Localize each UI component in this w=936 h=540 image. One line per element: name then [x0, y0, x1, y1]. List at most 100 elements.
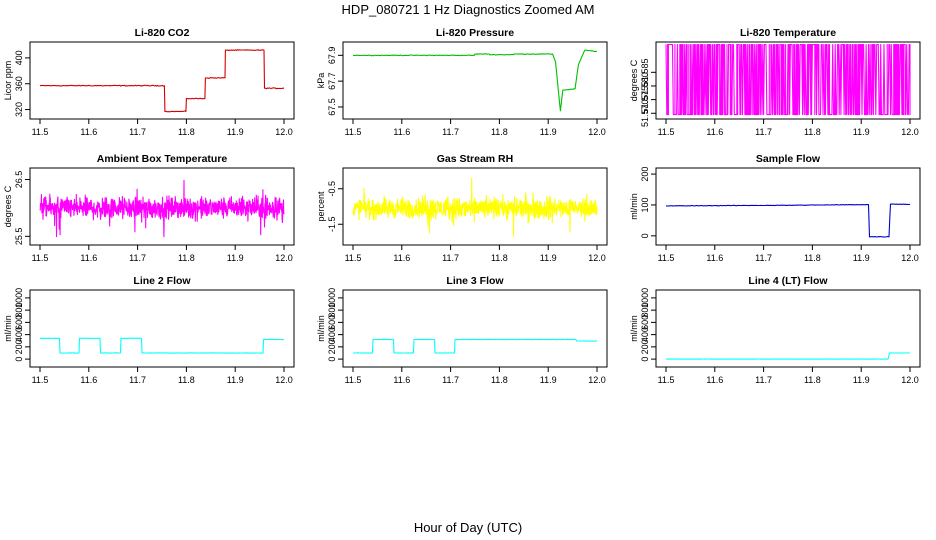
figure-xlabel: Hour of Day (UTC)	[414, 520, 522, 535]
data-series-line	[39, 337, 285, 354]
x-tick-label: 11.8	[491, 127, 508, 137]
y-tick-label: 200	[640, 167, 650, 182]
y-tick-label: 800	[640, 303, 650, 318]
x-tick-label: 11.9	[853, 127, 870, 137]
panel-grid: Li-820 CO2 Licor ppm 11.5 11.6 11.7 11.8 11.9 1…	[3, 27, 921, 385]
x-tick-label: 11.7	[442, 127, 459, 137]
chart-title: Sample Flow	[756, 153, 821, 165]
x-tick-label: 11.7	[129, 127, 146, 137]
figure-title: HDP_080721 1 Hz Diagnostics Zoomed AM	[342, 2, 595, 17]
data-series-line	[39, 179, 285, 238]
x-tick-label: 11.5	[658, 127, 675, 137]
chart-title: Li-820 Pressure	[436, 27, 514, 39]
y-axis-label: ml/min	[3, 315, 13, 342]
x-tick-label: 11.6	[80, 375, 97, 385]
y-tick-label: 400	[640, 327, 650, 342]
plot-frame	[29, 167, 295, 246]
chart-title: Gas Stream RH	[437, 153, 513, 165]
chart-panel-8: Line 3 Flow ml/min 11.5 11.6 11.7 11.8 11.9 12.…	[316, 275, 608, 385]
y-tick-label: 200	[327, 339, 337, 354]
y-tick-label: 0	[640, 233, 650, 238]
chart-title: Li-820 CO2	[135, 27, 190, 39]
x-tick-label: 12.0	[588, 375, 606, 385]
y-tick-label: -1.5	[327, 216, 337, 232]
x-tick-label: 12.0	[901, 127, 919, 137]
y-axis-label: kPa	[316, 73, 326, 89]
data-series-line	[666, 352, 910, 360]
chart-title: Line 3 Flow	[446, 275, 504, 287]
y-tick-label: 67.9	[327, 47, 337, 65]
plot-frame	[342, 167, 608, 246]
y-tick-label: 200	[640, 339, 650, 354]
x-tick-label: 11.6	[80, 127, 97, 137]
y-tick-label: 51.580	[640, 72, 650, 100]
y-axis-label: ml/min	[629, 315, 639, 342]
x-tick-label: 11.7	[442, 253, 459, 263]
x-tick-label: 11.9	[227, 375, 244, 385]
x-tick-label: 11.8	[491, 375, 508, 385]
y-tick-label: 600	[640, 315, 650, 330]
y-tick-label: 1000	[640, 288, 650, 308]
x-tick-label: 11.7	[129, 253, 146, 263]
x-tick-label: 11.8	[804, 375, 821, 385]
y-tick-label: 67.5	[327, 98, 337, 116]
y-tick-label: 25.5	[14, 228, 24, 246]
x-tick-label: 11.9	[227, 127, 244, 137]
y-tick-label: 1000	[14, 288, 24, 308]
x-tick-label: 11.6	[393, 127, 410, 137]
data-series-line	[666, 203, 911, 238]
y-tick-label: 51.585	[640, 59, 650, 87]
data-series-line	[352, 177, 598, 238]
data-series-line	[665, 43, 911, 116]
plot-frame	[29, 41, 295, 120]
chart-panel-3: Li-820 Temperature degrees C 11.5 11.6 11.7 1…	[629, 27, 921, 137]
y-tick-label: 0	[14, 357, 24, 362]
y-tick-label: 200	[14, 339, 24, 354]
x-tick-label: 11.5	[658, 253, 675, 263]
plot-frame	[342, 289, 608, 368]
x-tick-label: 11.7	[755, 375, 772, 385]
chart-panel-6: Sample Flow ml/min 11.5 11.6 11.7 11.8 11.9 12.…	[629, 153, 921, 263]
x-tick-label: 12.0	[275, 127, 293, 137]
x-tick-label: 11.8	[804, 253, 821, 263]
plot-frame	[655, 289, 921, 368]
y-tick-label: 51.570	[640, 100, 650, 128]
chart-title: Line 2 Flow	[133, 275, 191, 287]
x-tick-label: 12.0	[588, 127, 606, 137]
x-tick-label: 12.0	[901, 253, 919, 263]
y-tick-label: 800	[327, 303, 337, 318]
x-tick-label: 11.6	[393, 253, 410, 263]
y-tick-label: 0	[640, 357, 650, 362]
y-axis-label: ml/min	[316, 315, 326, 342]
x-tick-label: 11.6	[706, 127, 723, 137]
x-tick-label: 11.9	[853, 253, 870, 263]
x-tick-label: 11.6	[80, 253, 97, 263]
chart-title: Ambient Box Temperature	[97, 153, 228, 165]
y-axis-label: Licor ppm	[3, 61, 13, 101]
x-tick-label: 11.6	[706, 253, 723, 263]
x-tick-label: 11.8	[178, 253, 195, 263]
x-tick-label: 11.9	[227, 253, 244, 263]
y-tick-label: 51.575	[640, 86, 650, 114]
y-tick-label: 100	[640, 197, 650, 212]
data-series-line	[352, 49, 598, 112]
y-tick-label: 360	[14, 76, 24, 91]
data-series-line	[352, 338, 598, 354]
x-tick-label: 11.9	[540, 127, 557, 137]
x-tick-label: 11.5	[32, 375, 49, 385]
x-tick-label: 11.8	[178, 127, 195, 137]
chart-panel-1: Li-820 CO2 Licor ppm 11.5 11.6 11.7 11.8 11.9 1…	[3, 27, 295, 137]
x-tick-label: 11.6	[393, 375, 410, 385]
x-tick-label: 11.9	[540, 253, 557, 263]
x-tick-label: 11.6	[706, 375, 723, 385]
x-tick-label: 11.8	[491, 253, 508, 263]
data-series-line	[39, 49, 285, 113]
y-tick-label: 400	[14, 327, 24, 342]
plot-frame	[655, 41, 921, 120]
x-tick-label: 11.5	[658, 375, 675, 385]
x-tick-label: 11.5	[345, 253, 362, 263]
x-tick-label: 12.0	[588, 253, 606, 263]
plot-frame	[655, 167, 921, 246]
y-tick-label: 600	[14, 315, 24, 330]
y-tick-label: 320	[14, 102, 24, 117]
